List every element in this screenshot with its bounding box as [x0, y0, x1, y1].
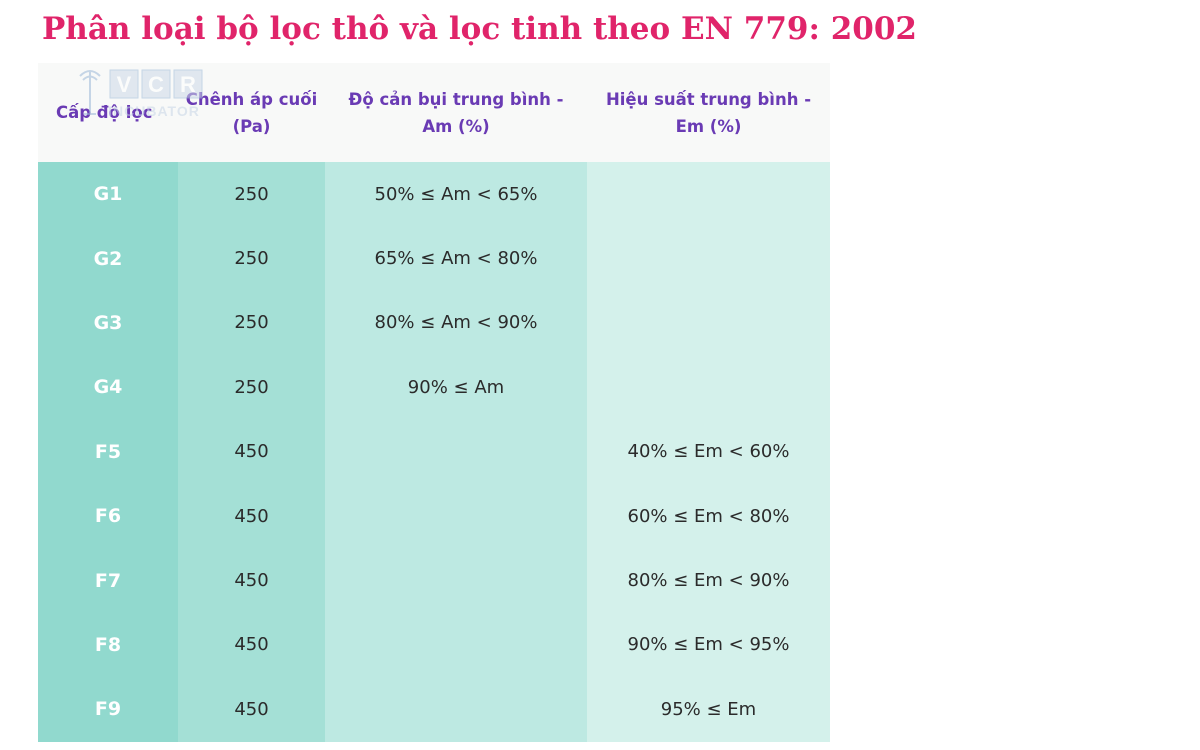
cell-arrestance: 90% ≤ Am [325, 355, 587, 420]
cell-efficiency [587, 162, 830, 227]
table-row: F6 450 60% ≤ Em < 80% [38, 483, 830, 549]
cell-pressure: 250 [178, 290, 325, 356]
cell-level: G4 [38, 355, 178, 420]
cell-level: G1 [38, 162, 178, 227]
cell-efficiency: 95% ≤ Em [587, 677, 830, 742]
filter-classification-table: Cấp độ lọc Chênh áp cuối (Pa) Độ cản bụi… [38, 63, 830, 742]
cell-pressure: 250 [178, 355, 325, 420]
cell-pressure: 250 [178, 162, 325, 227]
cell-pressure: 450 [178, 419, 325, 484]
cell-level: F9 [38, 677, 178, 742]
cell-level: F5 [38, 419, 178, 484]
cell-arrestance: 80% ≤ Am < 90% [325, 290, 587, 356]
table-row: F7 450 80% ≤ Em < 90% [38, 548, 830, 613]
header-filter-level: Cấp độ lọc [38, 63, 178, 162]
cell-efficiency [587, 355, 830, 420]
table-row: F5 450 40% ≤ Em < 60% [38, 419, 830, 484]
cell-arrestance [325, 612, 587, 678]
header-final-pressure: Chênh áp cuối (Pa) [178, 63, 325, 162]
cell-pressure: 450 [178, 483, 325, 549]
cell-efficiency: 90% ≤ Em < 95% [587, 612, 830, 678]
cell-level: F7 [38, 548, 178, 613]
cell-efficiency [587, 226, 830, 291]
cell-arrestance [325, 483, 587, 549]
cell-efficiency [587, 290, 830, 356]
header-average-efficiency: Hiệu suất trung bình - Em (%) [587, 63, 830, 162]
cell-level: F6 [38, 483, 178, 549]
cell-efficiency: 80% ≤ Em < 90% [587, 548, 830, 613]
table-row: G1 250 50% ≤ Am < 65% [38, 162, 830, 227]
cell-efficiency: 60% ≤ Em < 80% [587, 483, 830, 549]
cell-pressure: 450 [178, 612, 325, 678]
cell-arrestance: 65% ≤ Am < 80% [325, 226, 587, 291]
cell-pressure: 450 [178, 548, 325, 613]
cell-level: G3 [38, 290, 178, 356]
cell-pressure: 450 [178, 677, 325, 742]
cell-arrestance: 50% ≤ Am < 65% [325, 162, 587, 227]
cell-level: F8 [38, 612, 178, 678]
table-header-row: Cấp độ lọc Chênh áp cuối (Pa) Độ cản bụi… [38, 63, 830, 162]
cell-level: G2 [38, 226, 178, 291]
header-average-arrestance: Độ cản bụi trung bình - Am (%) [325, 63, 587, 162]
table-row: F8 450 90% ≤ Em < 95% [38, 612, 830, 678]
table-row: G3 250 80% ≤ Am < 90% [38, 290, 830, 356]
page-title: Phân loại bộ lọc thô và lọc tinh theo EN… [42, 11, 917, 47]
cell-arrestance [325, 548, 587, 613]
cell-pressure: 250 [178, 226, 325, 291]
cell-arrestance [325, 419, 587, 484]
cell-arrestance [325, 677, 587, 742]
table-row: G2 250 65% ≤ Am < 80% [38, 226, 830, 291]
table-row: G4 250 90% ≤ Am [38, 355, 830, 420]
table-row: F9 450 95% ≤ Em [38, 677, 830, 742]
cell-efficiency: 40% ≤ Em < 60% [587, 419, 830, 484]
